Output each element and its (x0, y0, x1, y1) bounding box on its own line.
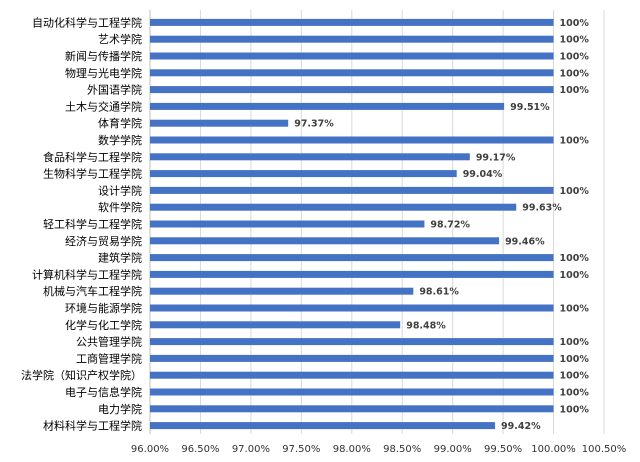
bar (150, 18, 554, 26)
bar-data-label: 100% (560, 371, 590, 382)
bar (150, 186, 554, 194)
bar-data-label: 100% (560, 304, 590, 315)
bar (150, 287, 414, 295)
bar-data-label: 100% (560, 186, 590, 197)
x-tick-label: 97.50% (282, 444, 320, 455)
bar-data-label: 98.72% (430, 220, 470, 231)
x-tick-label: 99.00% (434, 444, 472, 455)
category-label: 新闻与传播学院 (65, 49, 142, 63)
bar (150, 220, 425, 228)
category-label: 设计学院 (98, 183, 142, 197)
bar-data-label: 97.37% (294, 119, 334, 130)
category-label: 公共管理学院 (76, 335, 142, 349)
bar-data-label: 100% (560, 52, 590, 63)
bar (150, 102, 505, 110)
bar (150, 405, 554, 413)
bar-data-label: 100% (560, 404, 590, 415)
bar-data-label: 99.42% (501, 421, 541, 432)
category-label: 生物科学与工程学院 (43, 167, 142, 181)
bar (150, 203, 517, 211)
bar-data-label: 100% (560, 270, 590, 281)
bar (150, 153, 470, 161)
category-label: 机械与汽车工程学院 (43, 284, 142, 298)
data-labels: 100% 100% 100% 100% 100% 99.51% 97.37% 100% 99.1… (294, 18, 589, 432)
bar-data-label: 99.46% (505, 236, 545, 247)
bar-data-label: 98.61% (419, 287, 459, 298)
category-label: 艺术学院 (98, 32, 142, 46)
bar (150, 52, 554, 60)
category-label: 材料科学与工程学院 (43, 419, 142, 433)
bar (150, 422, 496, 430)
bar (150, 371, 554, 379)
bar (150, 338, 554, 346)
bar-data-label: 100% (560, 354, 590, 365)
bar-data-label: 99.04% (463, 169, 503, 180)
bar-data-label: 100% (560, 35, 590, 46)
category-label: 食品科学与工程学院 (43, 150, 142, 164)
category-label: 软件学院 (98, 200, 142, 214)
bar (150, 35, 554, 43)
category-label: 电力学院 (98, 402, 142, 416)
bar (150, 237, 500, 245)
x-tick-label: 97.00% (232, 444, 270, 455)
x-tick-label: 96.00% (131, 444, 169, 455)
bar (150, 388, 554, 396)
bar-data-label: 100% (560, 68, 590, 79)
category-label: 化学与化工学院 (65, 318, 142, 332)
bars (150, 18, 554, 430)
bar (150, 304, 554, 312)
bar (150, 69, 554, 77)
bar-data-label: 100% (560, 136, 590, 147)
category-label: 环境与能源学院 (65, 301, 142, 315)
category-label: 建筑学院 (98, 251, 142, 265)
bar-data-label: 99.17% (476, 152, 516, 163)
category-label: 体育学院 (98, 116, 142, 130)
category-label: 工商管理学院 (76, 351, 142, 365)
bar-data-label: 100% (560, 337, 590, 348)
category-label: 轻工科学与工程学院 (43, 217, 142, 231)
bar (150, 321, 401, 329)
bar (150, 86, 554, 94)
bar (150, 254, 554, 262)
category-label: 数学学院 (98, 133, 142, 147)
category-labels: 自动化科学与工程学院艺术学院新闻与传播学院物理与光电学院外国语学院土木与交通学院… (21, 15, 142, 432)
bar-data-label: 99.63% (522, 203, 562, 214)
bar-data-label: 100% (560, 253, 590, 264)
bar-data-label: 100% (560, 18, 590, 29)
bar (150, 170, 457, 178)
bar (150, 270, 554, 278)
category-label: 计算机科学与工程学院 (32, 267, 142, 281)
category-label: 土木与交通学院 (65, 99, 142, 113)
category-label: 法学院（知识产权学院） (21, 368, 142, 382)
bar-data-label: 99.51% (510, 102, 550, 113)
bar-data-label: 100% (560, 85, 590, 96)
x-tick-label: 96.50% (181, 444, 219, 455)
category-label: 电子与信息学院 (65, 385, 142, 399)
bar-data-label: 98.48% (406, 320, 446, 331)
bar-data-label: 100% (560, 388, 590, 399)
category-label: 物理与光电学院 (65, 66, 142, 80)
category-label: 外国语学院 (87, 83, 142, 97)
x-tick-label: 98.50% (383, 444, 421, 455)
category-label: 经济与贸易学院 (65, 234, 142, 248)
x-tick-label: 99.50% (484, 444, 522, 455)
x-tick-label: 100.00% (531, 444, 576, 455)
bar (150, 354, 554, 362)
bar (150, 136, 554, 144)
x-tick-label: 98.00% (333, 444, 371, 455)
x-axis-ticks: 96.00% 96.50% 97.00% 97.50% 98.00% 98.50% 99.0… (131, 444, 626, 455)
x-tick-label: 100.50% (582, 444, 627, 455)
category-label: 自动化科学与工程学院 (32, 15, 142, 29)
bar (150, 119, 289, 127)
